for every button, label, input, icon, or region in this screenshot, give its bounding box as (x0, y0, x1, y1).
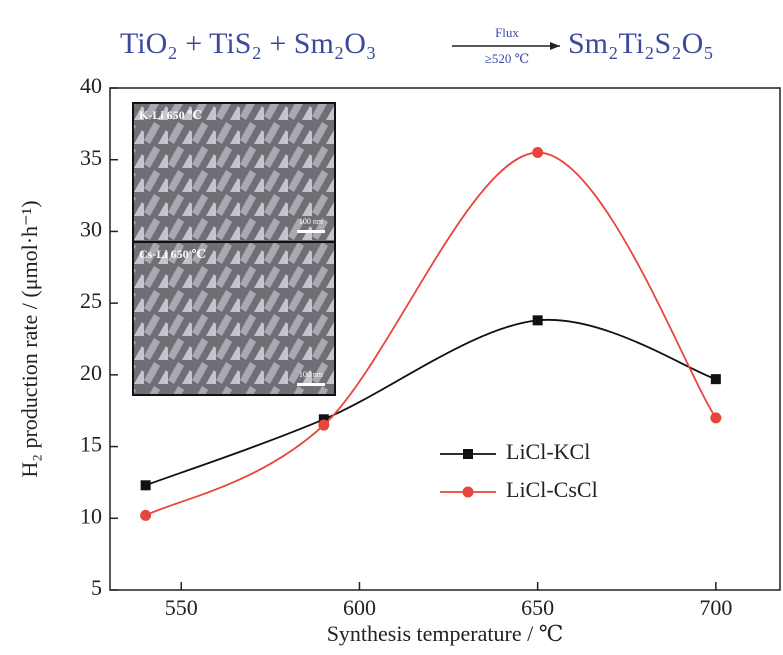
equation-condition: ≥520 ℃ (485, 51, 529, 66)
x-axis-label: Synthesis temperature / ℃ (327, 621, 564, 646)
marker (533, 315, 543, 325)
equation: TiO₂ + TiS₂ + Sm₂O₃ Flux ≥520 ℃ Sm₂Ti₂S₂… (120, 25, 714, 66)
y-axis-label: H₂ production rate / (μmol·h⁻¹) (17, 200, 42, 477)
y-tick-label: 40 (80, 73, 102, 98)
legend-label: LiCl-KCl (506, 439, 590, 464)
marker (710, 412, 721, 423)
scale-bar (297, 230, 325, 233)
legend-marker (463, 449, 473, 459)
scale-label: 100 nm (299, 217, 324, 226)
inset-label: K-Li 650 ℃ (139, 108, 202, 122)
y-tick-label: 25 (80, 288, 102, 313)
equation-reactants: TiO₂ + TiS₂ + Sm₂O₃ (120, 27, 376, 60)
marker (532, 147, 543, 158)
equation-condition: Flux (495, 25, 519, 40)
marker (318, 420, 329, 431)
inset-label: Cs-Li 650 ℃ (139, 247, 206, 261)
marker (141, 480, 151, 490)
arrow-head (550, 42, 560, 50)
y-tick-label: 15 (80, 432, 102, 457)
scale-label: 100 nm (299, 370, 324, 379)
y-tick-label: 20 (80, 360, 102, 385)
y-tick-label: 35 (80, 145, 102, 170)
x-tick-label: 650 (521, 595, 554, 620)
marker (711, 374, 721, 384)
y-tick-label: 30 (80, 216, 102, 241)
legend-marker (463, 487, 474, 498)
x-tick-label: 600 (343, 595, 376, 620)
equation-product: Sm₂Ti₂S₂O₅ (568, 27, 714, 60)
y-tick-label: 5 (91, 575, 102, 600)
marker (140, 510, 151, 521)
chart: TiO₂ + TiS₂ + Sm₂O₃ Flux ≥520 ℃ Sm₂Ti₂S₂… (0, 0, 783, 655)
legend-label: LiCl-CsCl (506, 477, 598, 502)
y-tick-label: 10 (80, 503, 102, 528)
x-tick-label: 550 (165, 595, 198, 620)
scale-bar (297, 383, 325, 386)
x-tick-label: 700 (699, 595, 732, 620)
